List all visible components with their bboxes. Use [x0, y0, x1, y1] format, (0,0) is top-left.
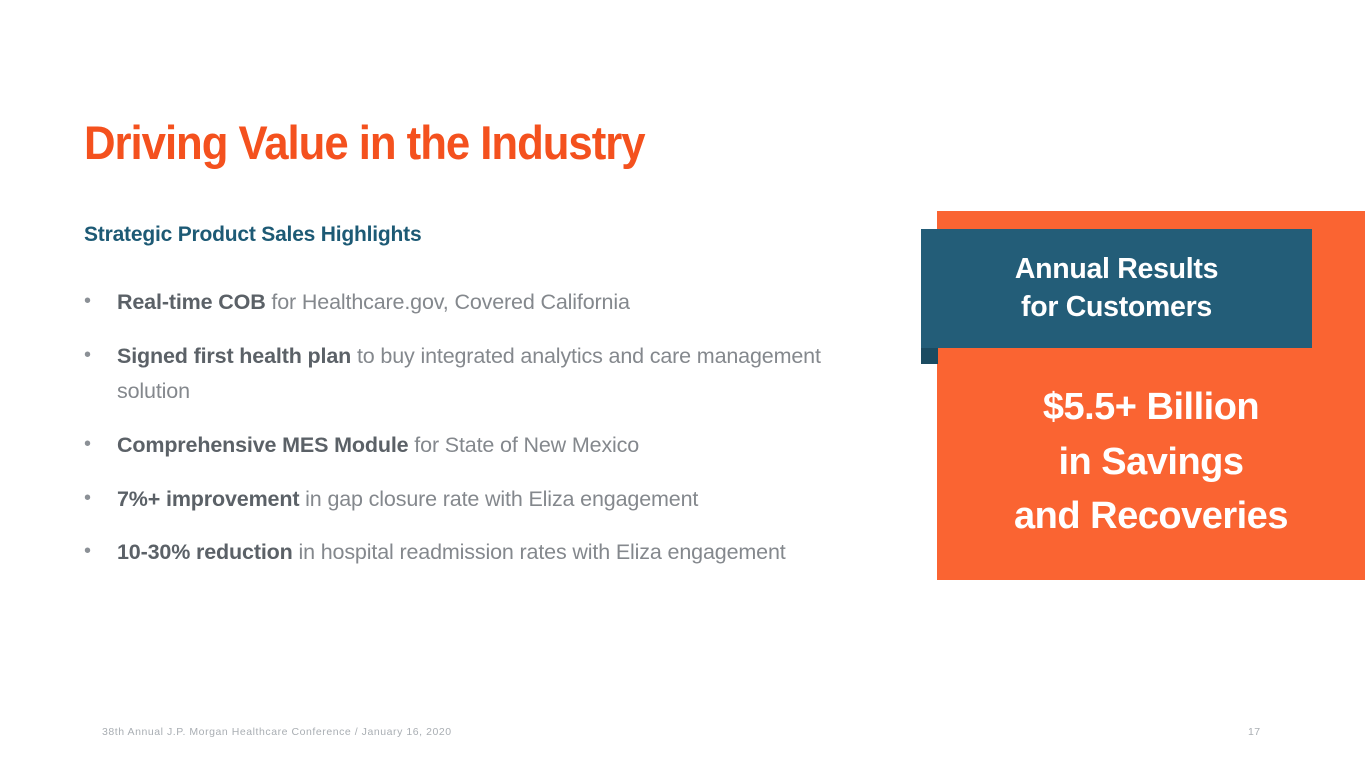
- list-item: • Signed first health plan to buy integr…: [84, 339, 874, 409]
- list-item-text: for Healthcare.gov, Covered California: [265, 290, 630, 315]
- section-heading: Strategic Product Sales Highlights: [84, 223, 422, 246]
- list-item: • 10-30% reduction in hospital readmissi…: [84, 535, 874, 570]
- banner-shadow-notch: [921, 347, 938, 364]
- footer-conference-note: 38th Annual J.P. Morgan Healthcare Confe…: [102, 726, 452, 738]
- list-item-lead: 7%+ improvement: [117, 486, 300, 511]
- bullet-point-icon: •: [84, 432, 91, 455]
- list-item-text: for State of New Mexico: [408, 432, 640, 457]
- highlights-bullet-list: • Real-time COB for Healthcare.gov, Cove…: [84, 285, 874, 570]
- list-item: • Real-time COB for Healthcare.gov, Cove…: [84, 285, 874, 320]
- bullet-point-icon: •: [84, 486, 91, 509]
- list-item-text: in gap closure rate with Eliza engagemen…: [299, 486, 699, 511]
- footer-page-number: 17: [1248, 726, 1261, 738]
- list-item-lead: Real-time COB: [117, 290, 266, 315]
- list-item-text: to buy integrated analytics and care man…: [117, 344, 821, 403]
- left-content-column: Strategic Product Sales Highlights • Rea…: [84, 222, 874, 570]
- list-item-lead: Comprehensive MES Module: [117, 432, 409, 457]
- list-item: • 7%+ improvement in gap closure rate wi…: [84, 482, 874, 517]
- page-title: Driving Value in the Industry: [84, 116, 646, 170]
- bullet-point-icon: •: [84, 344, 91, 367]
- bullet-point-icon: •: [84, 540, 91, 563]
- list-item-lead: 10-30% reduction: [117, 540, 293, 565]
- list-item-text: in hospital readmission rates with Eliza…: [292, 540, 786, 565]
- bullet-point-icon: •: [84, 290, 91, 313]
- callout-banner-text: Annual Results for Customers: [1014, 252, 1219, 323]
- callout-banner: Annual Results for Customers: [921, 229, 1312, 348]
- list-item: • Comprehensive MES Module for State of …: [84, 428, 874, 463]
- callout-statistic-text: $5.5+ Billion in Savings and Recoveries: [1014, 386, 1288, 538]
- list-item-lead: Signed first health plan: [117, 344, 352, 369]
